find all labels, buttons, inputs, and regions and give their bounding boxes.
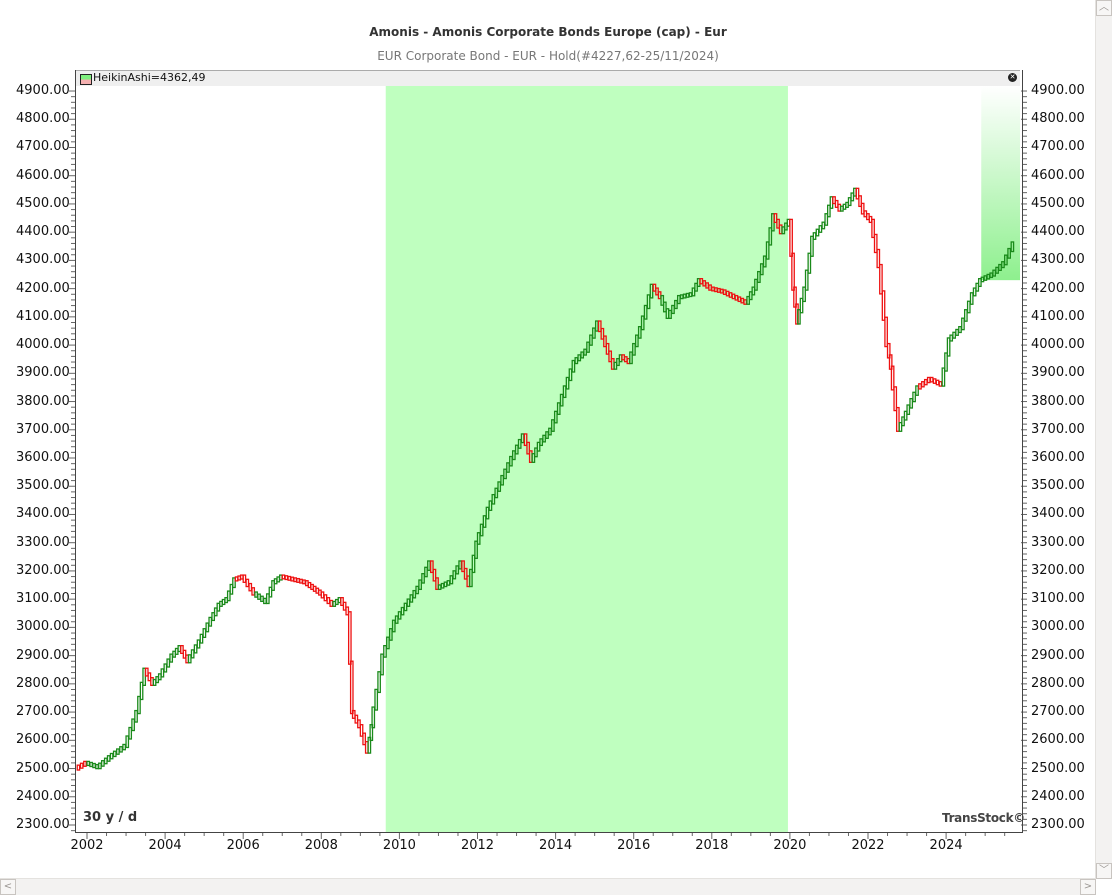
y-tick-label: 2600.00 (16, 732, 70, 748)
legend-bar: HeikinAshi=4362,49 ✕ (76, 70, 1020, 86)
y-tick-label: 4600.00 (1031, 167, 1085, 183)
y-tick-label: 3100.00 (16, 591, 70, 607)
y-tick-label: 4700.00 (16, 139, 70, 155)
y-tick-label: 4200.00 (16, 280, 70, 296)
y-tick-label: 3700.00 (16, 421, 70, 437)
y-tick-label: 2900.00 (1031, 647, 1085, 663)
y-tick-label: 4800.00 (1031, 111, 1085, 127)
y-tick-label: 4300.00 (16, 252, 70, 268)
legend-label: HeikinAshi=4362,49 (93, 71, 206, 84)
y-tick-label: 3500.00 (16, 478, 70, 494)
y-tick-label: 4900.00 (16, 83, 70, 99)
y-tick-label: 3600.00 (1031, 450, 1085, 465)
y-tick-label: 3800.00 (16, 393, 70, 409)
y-tick-label: 2800.00 (16, 675, 70, 691)
chart-title: Amonis - Amonis Corporate Bonds Europe (… (369, 25, 727, 39)
x-tick-label: 2010 (382, 838, 416, 853)
x-tick-label: 2016 (617, 838, 651, 853)
heikin-ashi-swatch-icon (80, 74, 92, 85)
y-tick-label: 2700.00 (16, 704, 70, 720)
y-tick-label: 4600.00 (16, 167, 70, 183)
y-tick-label: 3900.00 (16, 365, 70, 381)
y-tick-label: 4000.00 (16, 337, 70, 353)
y-tick-label: 2300.00 (1031, 817, 1085, 832)
y-tick-label: 4100.00 (16, 308, 70, 324)
y-tick-label: 3300.00 (1031, 534, 1085, 550)
y-tick-label: 4300.00 (1031, 252, 1085, 268)
y-tick-label: 3900.00 (1031, 365, 1085, 381)
vertical-scrollbar[interactable]: ︿ ﹀ (1095, 0, 1112, 879)
x-tick-label: 2012 (460, 838, 495, 853)
y-tick-label: 2400.00 (1031, 788, 1085, 804)
horizontal-scrollbar[interactable]: < > (0, 878, 1096, 895)
y-tick-label: 3000.00 (16, 619, 70, 635)
plot-area (75, 70, 1023, 833)
y-tick-label: 2500.00 (16, 760, 70, 776)
x-tick-label: 2008 (304, 838, 338, 853)
x-tick-label: 2002 (70, 838, 104, 853)
x-tick-label: 2022 (851, 838, 885, 853)
x-tick-label: 2020 (773, 838, 807, 853)
y-tick-label: 4000.00 (1031, 337, 1085, 353)
y-tick-label: 3300.00 (16, 534, 70, 550)
y-tick-label: 2800.00 (1031, 675, 1085, 691)
y-tick-label: 4200.00 (1031, 280, 1085, 296)
y-tick-label: 2900.00 (16, 647, 70, 663)
y-tick-label: 3100.00 (1031, 591, 1085, 607)
y-tick-label: 2400.00 (16, 788, 70, 804)
x-tick-label: 2004 (148, 838, 182, 853)
y-tick-label: 2500.00 (1031, 760, 1085, 776)
chevron-left-icon[interactable]: < (0, 879, 16, 895)
y-tick-label: 3700.00 (1031, 421, 1085, 437)
y-tick-label: 4500.00 (16, 195, 70, 211)
chevron-up-icon[interactable]: ︿ (1096, 0, 1112, 16)
y-tick-label: 4500.00 (1031, 195, 1085, 211)
y-tick-label: 4400.00 (1031, 224, 1085, 240)
y-tick-label: 3200.00 (1031, 562, 1085, 578)
hold-zone (385, 86, 788, 832)
y-tick-label: 4400.00 (16, 224, 70, 240)
y-tick-label: 3800.00 (1031, 393, 1085, 409)
period-label: 30 y / d (83, 810, 138, 825)
close-icon[interactable]: ✕ (1008, 73, 1017, 82)
y-tick-label: 3200.00 (16, 562, 70, 578)
x-tick-label: 2024 (929, 838, 963, 853)
chart-subtitle: EUR Corporate Bond - EUR - Hold(#4227,62… (377, 49, 719, 63)
price-chart (69, 86, 1027, 839)
y-tick-label: 3600.00 (16, 450, 70, 465)
y-tick-label: 4900.00 (1031, 83, 1085, 99)
chevron-down-icon[interactable]: ﹀ (1096, 863, 1112, 879)
x-tick-label: 2018 (695, 838, 729, 853)
brand-watermark: TransStock© (942, 811, 1025, 825)
x-tick-label: 2014 (539, 838, 573, 853)
y-tick-label: 3400.00 (1031, 506, 1085, 522)
y-tick-label: 3000.00 (1031, 619, 1085, 635)
x-tick-label: 2006 (226, 838, 260, 853)
y-tick-label: 4700.00 (1031, 139, 1085, 155)
y-tick-label: 3500.00 (1031, 478, 1085, 494)
chevron-right-icon[interactable]: > (1080, 879, 1096, 895)
y-tick-label: 2600.00 (1031, 732, 1085, 748)
y-tick-label: 4800.00 (16, 111, 70, 127)
y-tick-label: 4100.00 (1031, 308, 1085, 324)
y-tick-label: 2300.00 (16, 817, 70, 832)
y-tick-label: 3400.00 (16, 506, 70, 522)
y-tick-label: 2700.00 (1031, 704, 1085, 720)
